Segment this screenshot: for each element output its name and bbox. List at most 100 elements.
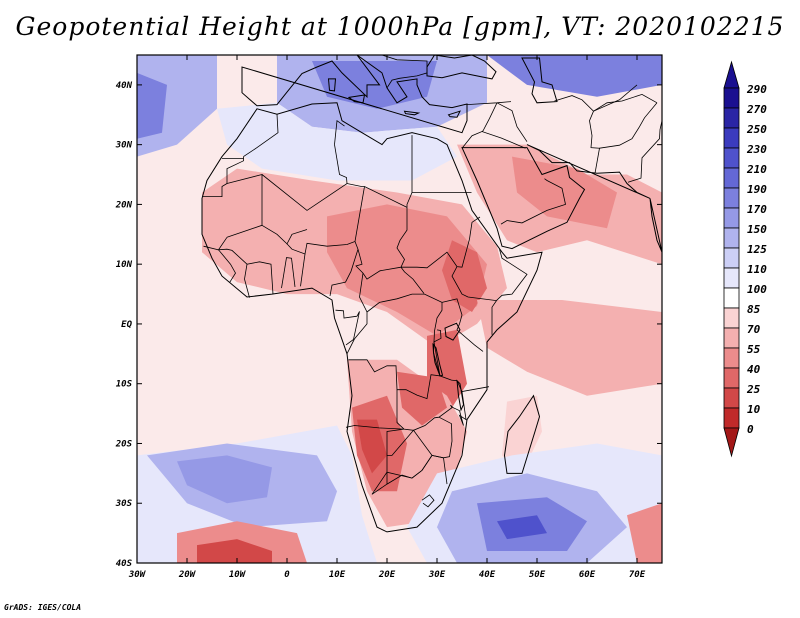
border-nigeria-benin: [300, 253, 306, 287]
coastline-arabia-coast: [461, 147, 586, 250]
longitude-axis: 30W 20W 10W 0 10E 20E 30E 40E 50E 60E 70E: [128, 55, 646, 580]
lon-label: 10W: [229, 570, 247, 580]
colorbar-swatch: [723, 407, 740, 429]
lat-label: 30N: [115, 141, 133, 151]
coastline-iran-coast: [526, 144, 651, 199]
lat-label: 40N: [116, 81, 133, 91]
border-car-sudan: [400, 266, 425, 294]
colorbar-swatch: [723, 327, 740, 349]
coastline-lake-victoria: [444, 322, 461, 341]
lon-label: 30W: [128, 570, 147, 580]
colorbar-label: 100: [747, 283, 767, 296]
border-iraq-iran: [496, 102, 528, 142]
border-mozambique-malawi: [450, 391, 467, 426]
colorbar-label: 110: [747, 263, 767, 276]
colorbar-swatch: [723, 247, 740, 269]
border-iran-afghanistan: [589, 111, 600, 174]
border-angola-namibia: [345, 425, 405, 495]
colorbar-label: 25: [746, 383, 761, 396]
lon-label: 20W: [178, 570, 197, 580]
lon-label: 30E: [428, 570, 446, 580]
field-region-ethiopia-low: [442, 240, 487, 312]
colorbar-label: 290: [746, 83, 767, 96]
chart-title: Geopotential Height at 1000hPa [gpm], VT…: [15, 12, 785, 41]
field-region-indian-ocean-warm: [477, 300, 662, 396]
border-niger-south: [286, 186, 365, 255]
border-sudan-chad: [396, 207, 408, 268]
lat-label: 10N: [116, 260, 133, 270]
lon-label: 40E: [479, 570, 496, 580]
lon-label: 60E: [579, 570, 596, 580]
colorbar-swatch: [723, 287, 740, 309]
coastline-lake-malawi: [456, 379, 465, 412]
colorbar-label: 170: [747, 203, 767, 216]
border-nigeria-cameroon: [329, 249, 359, 296]
border-libya-egypt: [406, 135, 413, 208]
country-borders: [202, 55, 662, 508]
border-jordan-iraq: [481, 102, 498, 132]
border-morocco-algeria: [243, 114, 279, 157]
border-pakistan: [599, 102, 658, 149]
lat-label: 10S: [116, 380, 133, 390]
lon-label: 10E: [329, 570, 346, 580]
latitude-axis: 40N 30N 20N 10N EQ 10S 20S 30S 40S: [115, 81, 662, 569]
colorbar-label: 0: [747, 423, 754, 436]
colorbar-top-arrow: [723, 60, 740, 89]
lat-label: 30S: [115, 499, 133, 509]
border-guinea-mali: [217, 237, 248, 265]
border-saudi-yemen: [500, 178, 566, 225]
map-panel: [136, 54, 663, 564]
lon-label: 0: [284, 570, 290, 580]
border-zambia-south: [396, 389, 453, 431]
colorbar-label: 70: [747, 323, 761, 336]
colorbar-swatch: [723, 367, 740, 389]
coastline-india-coast: [649, 198, 662, 253]
colorbar-swatch: [723, 347, 740, 369]
field-region-namibia-core: [357, 419, 387, 474]
lat-label: 20S: [115, 439, 133, 449]
colorbar-swatch: [723, 127, 740, 149]
border-afghanistan-pakistan: [593, 93, 658, 112]
border-algeria-mali-mauritania: [226, 173, 263, 238]
map-frame: [136, 54, 663, 564]
colorbar-swatch: [723, 87, 740, 109]
height-field: [137, 55, 662, 563]
coastline-black-sea: [426, 55, 497, 80]
colorbar-swatch: [723, 387, 740, 409]
lon-label: 50E: [529, 570, 546, 580]
coastline-europe-south-coast: [241, 55, 468, 134]
border-turkmenistan: [554, 84, 638, 112]
field-region-arabia-low: [512, 156, 617, 229]
map-figure: 40N 30N 20N 10N EQ 10S 20S 30S 40S 30W 20W 10W 0 10E…: [115, 54, 767, 580]
colorbar-label: 230: [746, 143, 767, 156]
colorbar-label: 55: [747, 343, 761, 356]
border-chad-west: [354, 241, 402, 280]
field-region-indian-ocean-high-center: [497, 515, 547, 540]
border-kenya-somalia: [491, 300, 497, 335]
border-senegal-guinea: [203, 245, 236, 283]
field-region-south-atlantic-high-core: [177, 455, 272, 504]
coastline-crete: [403, 110, 421, 116]
colorbar-label: 250: [746, 123, 767, 136]
colorbar-label: 210: [746, 163, 767, 176]
colorbar-label: 85: [747, 303, 761, 316]
field-region-black-sea-high: [487, 55, 662, 97]
coastline-italy-island: [347, 94, 366, 104]
colorbar-label: 40: [747, 363, 761, 376]
colorbar-label: 270: [746, 103, 767, 116]
border-india-pakistan: [627, 120, 662, 183]
border-burkina-ivory-coast: [244, 261, 274, 298]
field-region-southeast-low-core: [197, 539, 272, 563]
colorbar-swatch: [723, 147, 740, 169]
colorbar-swatch: [723, 207, 740, 229]
border-tanzania-mozambique: [433, 329, 490, 392]
colorbar-label: 10: [747, 403, 761, 416]
field-region-southeast-corner-low: [627, 503, 662, 563]
border-turkey-syria: [466, 101, 512, 105]
border-benin-togo-ghana: [281, 257, 296, 289]
coastline-caspian: [521, 57, 558, 104]
coastline-cyprus: [447, 110, 461, 118]
colorbar-swatch: [723, 187, 740, 209]
lat-label: 40S: [116, 559, 133, 569]
field-region-madagascar: [502, 395, 542, 474]
